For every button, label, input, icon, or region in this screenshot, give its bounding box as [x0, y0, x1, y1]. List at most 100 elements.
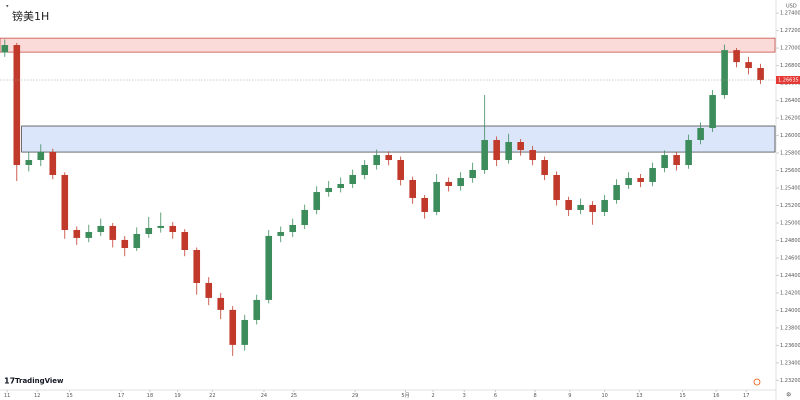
- y-tick-label: 1.23800: [780, 325, 800, 331]
- candle-body: [181, 231, 189, 251]
- candle-body: [541, 160, 548, 175]
- candle-body: [169, 225, 177, 232]
- candle-body: [469, 169, 476, 179]
- candle-body: [61, 174, 69, 230]
- candle-body: [121, 239, 129, 248]
- x-tick-label: 24: [261, 393, 267, 399]
- x-tick-label: 17: [118, 393, 124, 399]
- logo-mark: 17: [4, 377, 15, 386]
- candle-body: [313, 192, 321, 210]
- candle-body: [457, 178, 464, 186]
- x-tick-label: 17: [743, 393, 749, 399]
- y-tick-label: 1.27000: [780, 46, 800, 52]
- y-tick-label: 1.26000: [780, 133, 800, 139]
- candle-body: [529, 150, 536, 161]
- candle-body: [661, 155, 668, 168]
- candle-body: [1, 45, 9, 53]
- candle-body: [229, 309, 237, 345]
- candle-body: [25, 160, 33, 166]
- candle-body: [637, 178, 644, 182]
- x-tick-label: 11: [4, 393, 10, 399]
- x-tick-label: 13: [636, 393, 642, 399]
- candle-body: [337, 183, 345, 189]
- x-tick-label: 8: [533, 393, 536, 399]
- candle-body: [205, 282, 213, 298]
- x-tick-label: 19: [174, 393, 180, 399]
- currency: USD: [786, 4, 797, 10]
- candle-body: [673, 155, 680, 166]
- candle-body: [685, 139, 692, 166]
- candle-body: [133, 234, 141, 248]
- candle-body: [145, 227, 153, 234]
- candle-body: [85, 231, 93, 238]
- settings-icon[interactable]: ⚙: [786, 392, 791, 399]
- candle-body: [253, 299, 261, 320]
- x-tick-label: 29: [352, 393, 358, 399]
- candle-body: [481, 139, 488, 170]
- candle-body: [217, 297, 225, 310]
- candle-body: [649, 167, 656, 182]
- y-tick-label: 1.26200: [780, 116, 800, 122]
- candle-body: [265, 235, 273, 300]
- chart-title: 镑美1H: [12, 9, 49, 23]
- candle-body: [757, 68, 764, 81]
- x-tick-label: 16: [713, 393, 719, 399]
- candle-body: [109, 225, 117, 240]
- x-tick-label: 25: [291, 393, 297, 399]
- candle-body: [73, 229, 81, 238]
- candle-body: [421, 197, 428, 212]
- candle-body: [325, 188, 333, 193]
- candle-body: [613, 185, 620, 200]
- candle-body: [625, 178, 632, 186]
- candle-body: [397, 160, 404, 180]
- candle-body: [505, 142, 512, 161]
- y-tick-label: 1.27200: [780, 28, 800, 34]
- y-tick-label: 1.26800: [780, 63, 800, 69]
- candle-body: [373, 155, 381, 166]
- x-tick-label: 5月: [401, 393, 409, 399]
- candle-body: [241, 319, 249, 345]
- y-tick-label: 1.23200: [780, 378, 800, 384]
- x-tick-label: 18: [147, 393, 153, 399]
- candle-body: [301, 209, 309, 225]
- candle-body: [193, 250, 201, 283]
- candle-body: [565, 199, 572, 210]
- y-tick-label: 1.24600: [780, 255, 800, 261]
- candle-body: [13, 45, 21, 166]
- replay-icon[interactable]: [753, 378, 761, 386]
- x-tick-label: 12: [34, 393, 40, 399]
- y-tick-label: 1.25600: [780, 168, 800, 174]
- x-tick-label: 2: [431, 393, 434, 399]
- candle-body: [697, 128, 704, 140]
- y-tick-label: 1.23400: [780, 360, 800, 366]
- candle-body: [433, 181, 440, 212]
- candle-body: [97, 225, 105, 232]
- candle-body: [721, 50, 728, 96]
- brand: TradingView: [15, 377, 64, 385]
- y-tick-label: 1.24200: [780, 290, 800, 296]
- candle-body: [361, 165, 369, 175]
- zone: [0, 37, 776, 53]
- zone: [21, 125, 776, 153]
- x-tick-label: 9: [568, 393, 571, 399]
- candle-body: [157, 225, 165, 228]
- candle-body: [577, 204, 584, 210]
- candle-body: [49, 151, 57, 175]
- y-tick-label: 1.23600: [780, 343, 800, 349]
- last-price-box: [776, 76, 800, 85]
- candle-body: [409, 179, 416, 198]
- y-tick-label: 1.25400: [780, 186, 800, 192]
- candle-body: [445, 181, 452, 186]
- candle-body: [517, 142, 524, 151]
- y-tick-label: 1.26400: [780, 98, 800, 104]
- y-tick-label: 1.24800: [780, 238, 800, 244]
- candle-body: [589, 204, 596, 212]
- x-tick-label: 6: [494, 393, 497, 399]
- y-tick-label: 1.27400: [780, 11, 800, 17]
- menu-icon[interactable]: ▾: [6, 4, 9, 10]
- candle-body: [37, 151, 45, 161]
- y-tick-label: 1.24400: [780, 273, 800, 279]
